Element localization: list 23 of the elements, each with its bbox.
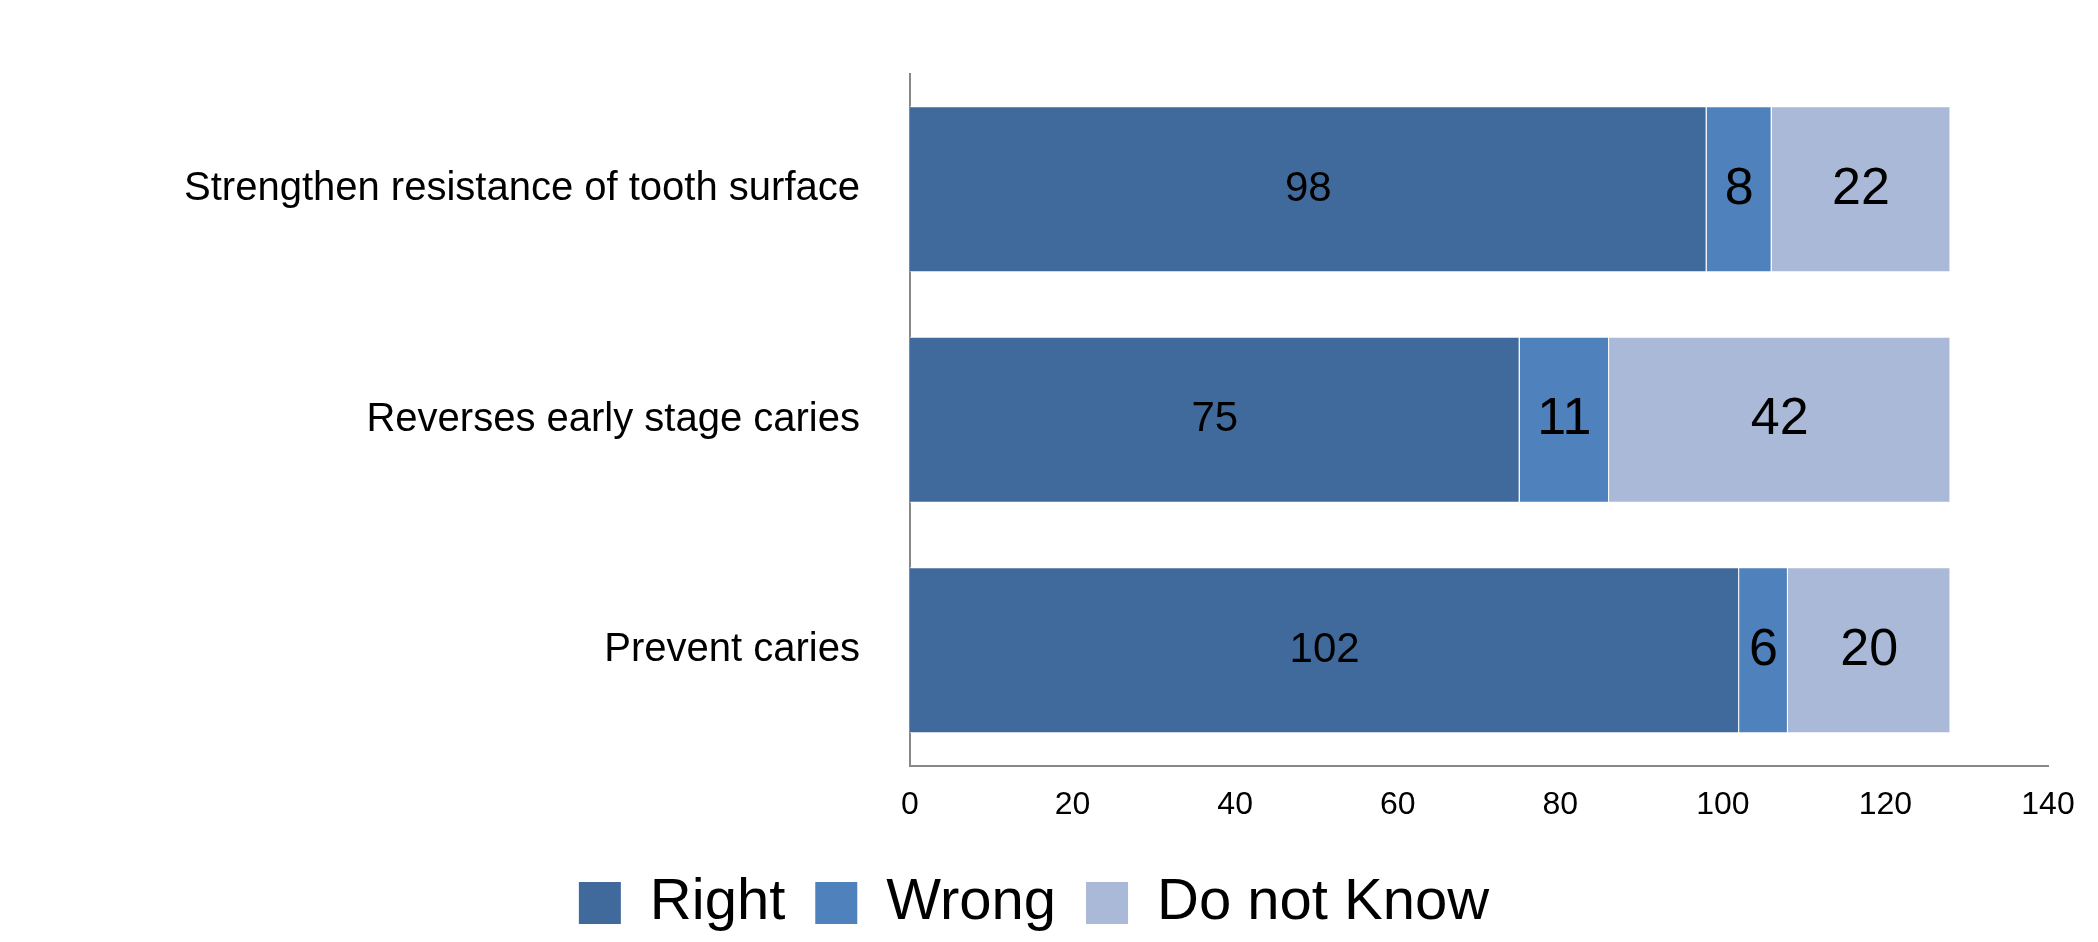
x-tick-label: 80 xyxy=(1542,784,1579,821)
data-label: 102 xyxy=(1289,623,1360,671)
legend-label: Do not Know xyxy=(1157,866,1491,931)
data-label: 42 xyxy=(1750,387,1809,446)
data-label: 22 xyxy=(1832,156,1890,215)
data-label: 11 xyxy=(1537,387,1592,446)
x-tick-label: 60 xyxy=(1379,784,1416,821)
y-tick-label: Reverses early stage caries xyxy=(366,394,860,439)
data-label: 20 xyxy=(1840,617,1899,676)
x-tick-label: 20 xyxy=(1054,784,1091,821)
x-tick-label: 120 xyxy=(1858,784,1913,821)
data-label: 75 xyxy=(1191,393,1239,441)
x-tick-label: 140 xyxy=(2021,784,2075,821)
data-label: 8 xyxy=(1724,156,1754,215)
data-label: 6 xyxy=(1749,617,1778,676)
y-tick-label: Strengthen resistance of tooth surface xyxy=(184,164,860,209)
legend-label: Right xyxy=(649,866,786,931)
x-tick-label: 40 xyxy=(1217,784,1253,821)
data-label: 98 xyxy=(1284,162,1332,210)
x-tick-label: 0 xyxy=(901,784,919,821)
x-tick-label: 100 xyxy=(1696,784,1750,821)
legend-label: Wrong xyxy=(886,866,1057,931)
y-tick-label: Prevent caries xyxy=(604,625,860,670)
